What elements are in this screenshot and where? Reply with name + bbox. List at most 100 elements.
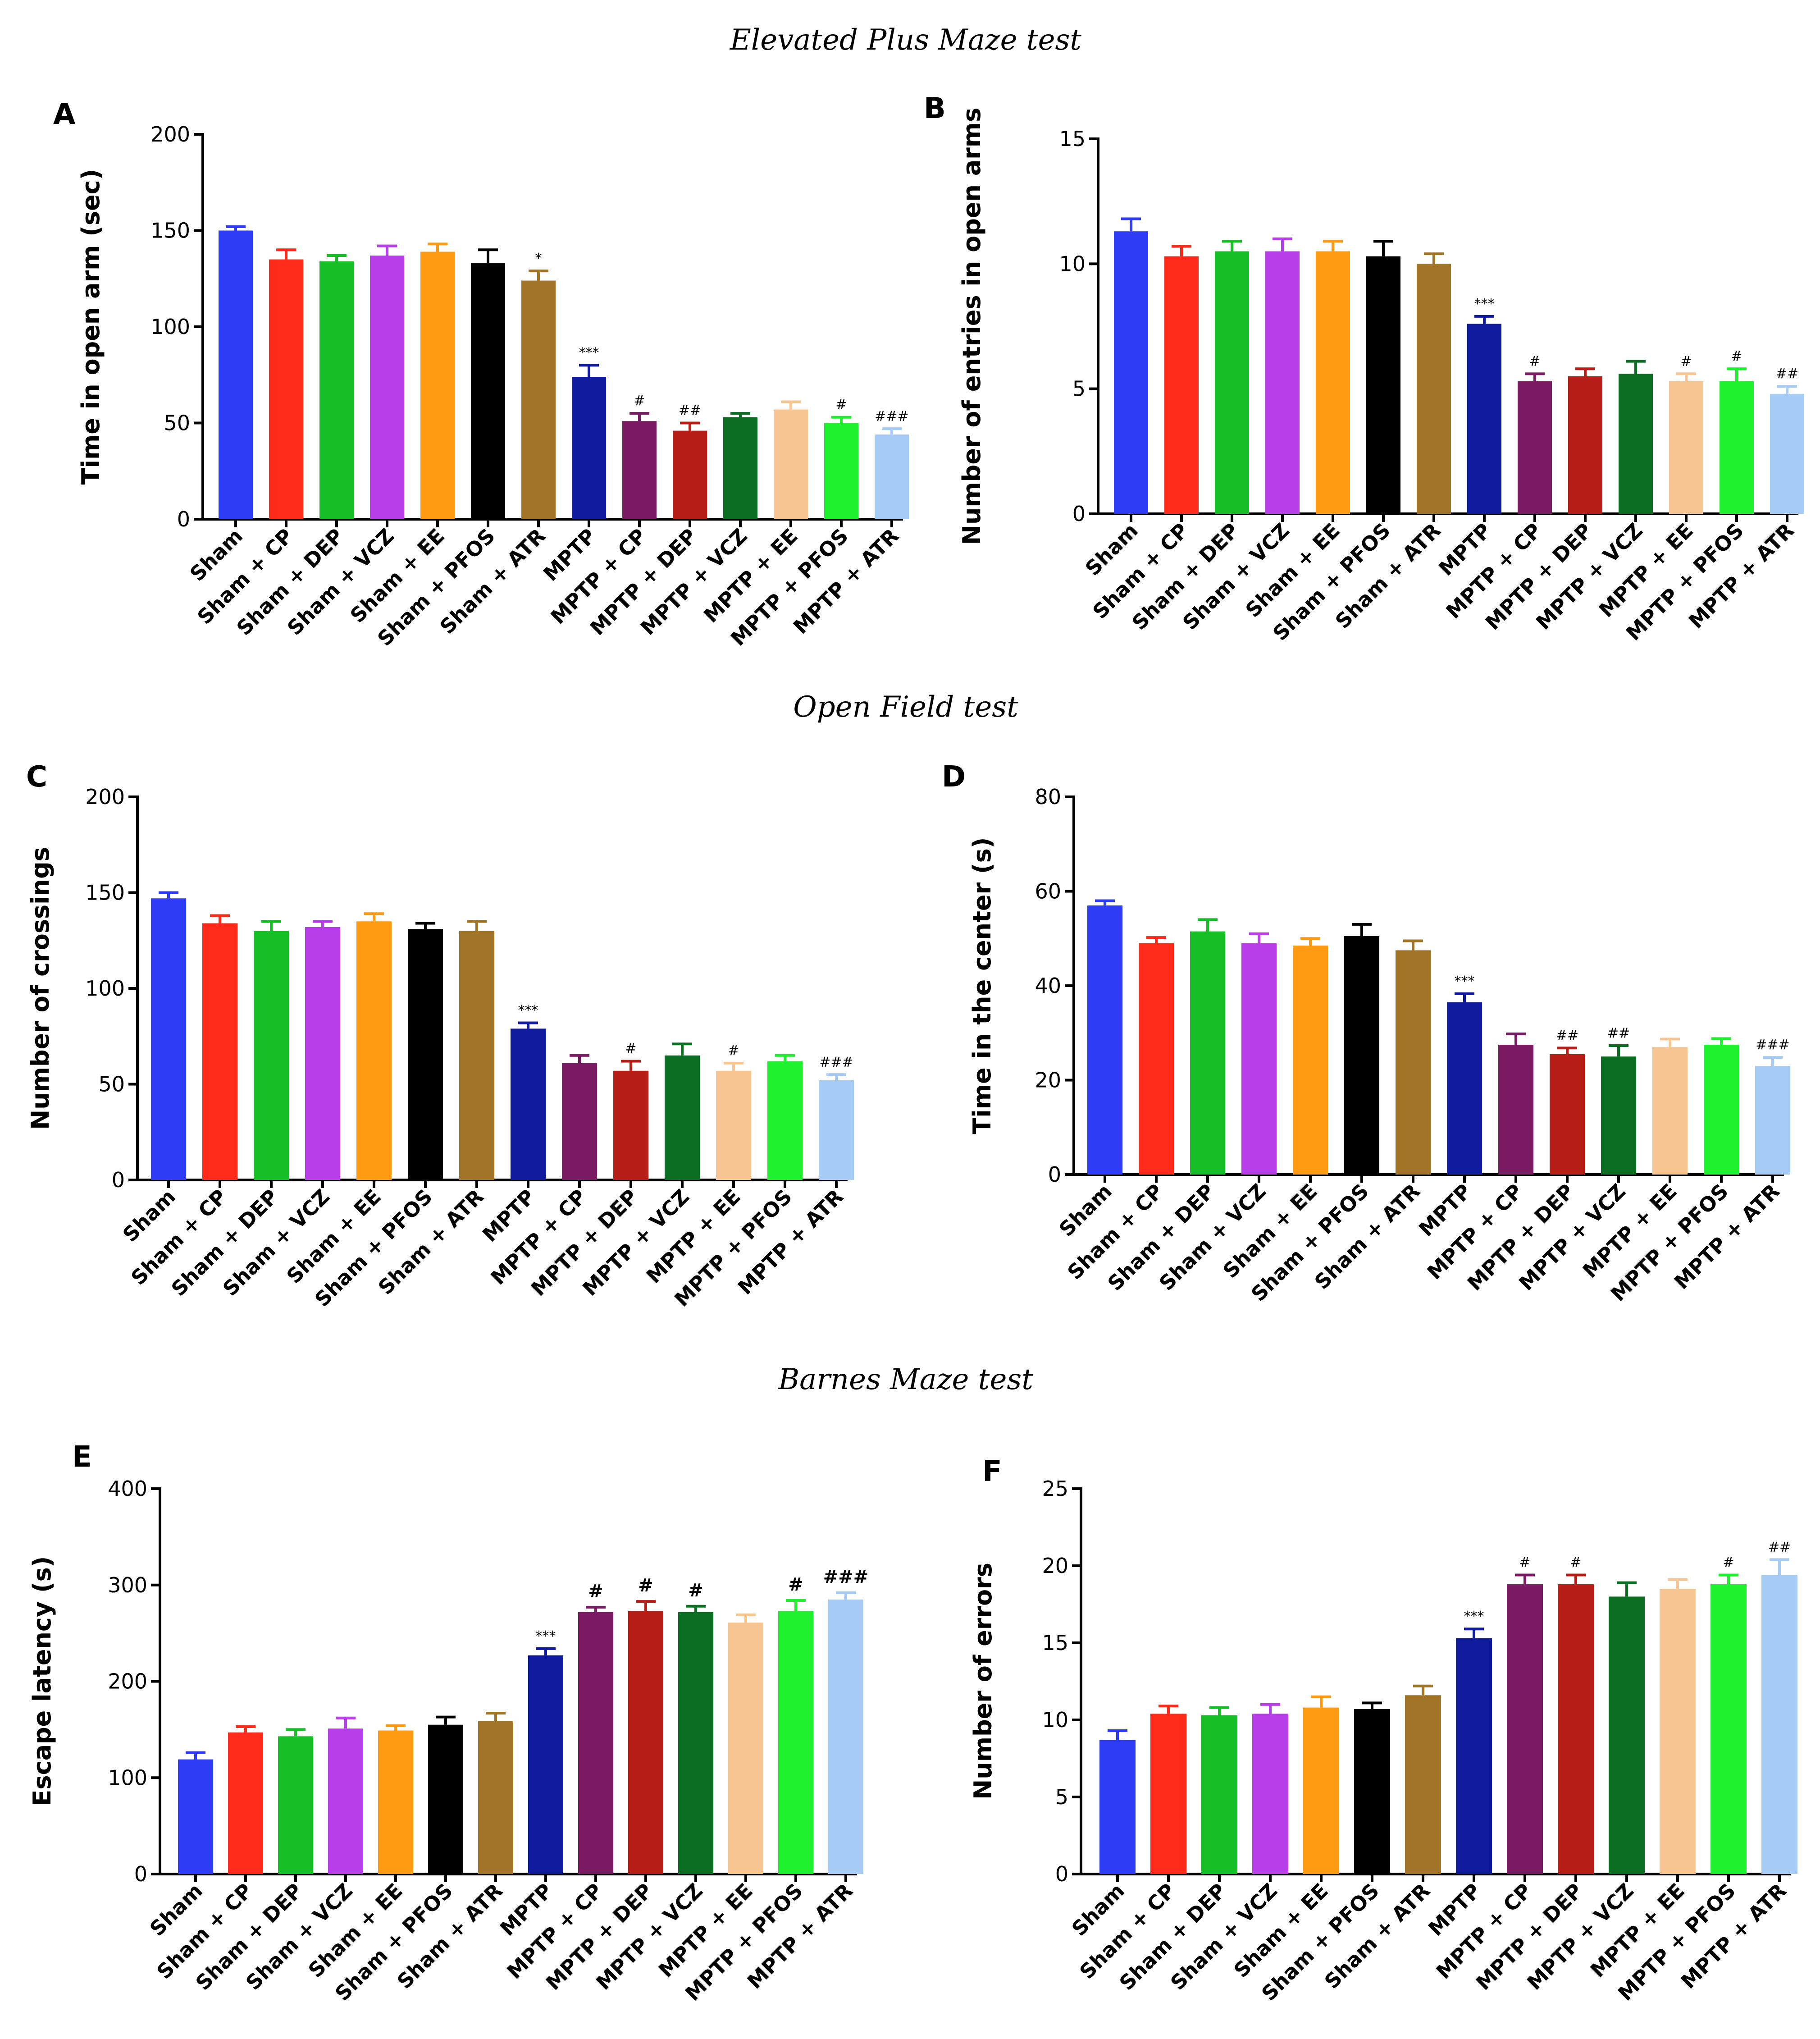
bar [328, 1728, 363, 1874]
y-tick-label: 0 [177, 507, 190, 531]
significance-label: # [1529, 353, 1540, 369]
bar [1498, 1044, 1533, 1175]
bar [1114, 231, 1148, 514]
bar [613, 1070, 648, 1180]
y-tick-label: 15 [1042, 1631, 1068, 1655]
y-tick-label: 5 [1072, 377, 1086, 401]
panel-letter: A [53, 98, 76, 131]
y-axis-label: Time in open arm (sec) [77, 169, 105, 485]
bar [622, 421, 657, 519]
y-tick-label: 10 [1059, 251, 1086, 276]
y-tick-label: 60 [1035, 879, 1061, 904]
significance-label: ### [819, 1054, 853, 1070]
significance-label: ## [1607, 1025, 1630, 1041]
bar [1711, 1584, 1747, 1874]
y-axis-label: Escape latency (s) [28, 1556, 56, 1806]
y-tick-label: 80 [1035, 785, 1061, 809]
significance-label: # [728, 1043, 739, 1059]
y-tick-label: 0 [134, 1862, 147, 1886]
y-axis-label: Time in the center (s) [968, 837, 996, 1134]
bar [305, 927, 340, 1180]
y-tick-label: 50 [164, 411, 190, 435]
bar [269, 259, 303, 519]
significance-label: # [588, 1581, 603, 1602]
significance-label: ## [1768, 1539, 1791, 1555]
bar [1652, 1047, 1688, 1175]
y-tick-label: 40 [1035, 974, 1061, 998]
y-tick-label: 300 [108, 1573, 147, 1597]
significance-label: ### [875, 408, 908, 424]
bar [1293, 945, 1328, 1175]
y-tick-label: 200 [85, 785, 125, 809]
y-tick-label: 20 [1035, 1068, 1061, 1093]
bar [1241, 943, 1277, 1175]
y-tick-label: 400 [108, 1477, 147, 1501]
y-tick-label: 50 [98, 1072, 125, 1097]
significance-label: ### [1756, 1037, 1789, 1053]
significance-label: ## [1556, 1028, 1578, 1043]
bar [1417, 264, 1451, 514]
significance-label: # [625, 1041, 636, 1057]
significance-label: *** [1464, 1609, 1484, 1624]
y-tick-label: 15 [1059, 127, 1086, 151]
y-tick-label: 150 [151, 219, 190, 243]
bar [459, 931, 494, 1180]
panel-letter: C [26, 760, 47, 794]
bar [1518, 381, 1552, 514]
y-tick-label: 150 [85, 881, 125, 905]
bar [1601, 1056, 1636, 1175]
section-title-bmt: Barnes Maze test [778, 1363, 1033, 1396]
bar [1558, 1584, 1594, 1874]
significance-label: *** [579, 345, 599, 361]
bar [1252, 1714, 1288, 1874]
panel-letter: D [942, 760, 966, 794]
bar [420, 251, 455, 519]
bar [1568, 376, 1602, 514]
bar [1704, 1044, 1739, 1175]
y-tick-label: 100 [108, 1765, 147, 1790]
bar [819, 1080, 854, 1180]
bar [528, 1655, 563, 1874]
bar [1139, 943, 1174, 1175]
bar [151, 898, 186, 1180]
bar [356, 921, 392, 1180]
significance-label: # [788, 1574, 803, 1595]
bar [1660, 1589, 1696, 1874]
bar [1669, 381, 1703, 514]
significance-label: ## [679, 403, 701, 419]
bar [1201, 1715, 1237, 1874]
bar [378, 1730, 413, 1874]
significance-label: *** [536, 1628, 556, 1644]
bar [1265, 251, 1300, 514]
bar [1609, 1596, 1645, 1874]
bar [1087, 905, 1122, 1175]
bar [178, 1759, 213, 1874]
bar [1507, 1584, 1543, 1874]
section-title-oft: Open Field test [793, 690, 1018, 724]
y-tick-label: 200 [151, 122, 190, 146]
significance-label: *** [1455, 974, 1475, 989]
significance-label: # [688, 1580, 703, 1601]
panel-letter: B [924, 92, 946, 125]
bar [254, 931, 289, 1180]
bar [562, 1063, 597, 1180]
bar [673, 430, 707, 519]
bar [1456, 1638, 1492, 1874]
y-axis-label: Number of entries in open arms [958, 108, 986, 545]
bar [1467, 324, 1501, 514]
bar [1099, 1740, 1136, 1874]
bar [665, 1055, 700, 1180]
y-tick-label: 0 [1055, 1862, 1068, 1886]
bar [767, 1061, 803, 1180]
y-axis-label: Number of crossings [26, 847, 55, 1130]
y-tick-label: 100 [151, 315, 190, 339]
significance-label: *** [1474, 296, 1495, 312]
bar [1761, 1575, 1797, 1874]
bar [521, 280, 556, 519]
bar [408, 929, 443, 1180]
bar [1316, 251, 1350, 514]
bar [774, 409, 808, 519]
y-tick-label: 0 [112, 1168, 125, 1192]
bar [628, 1611, 663, 1874]
